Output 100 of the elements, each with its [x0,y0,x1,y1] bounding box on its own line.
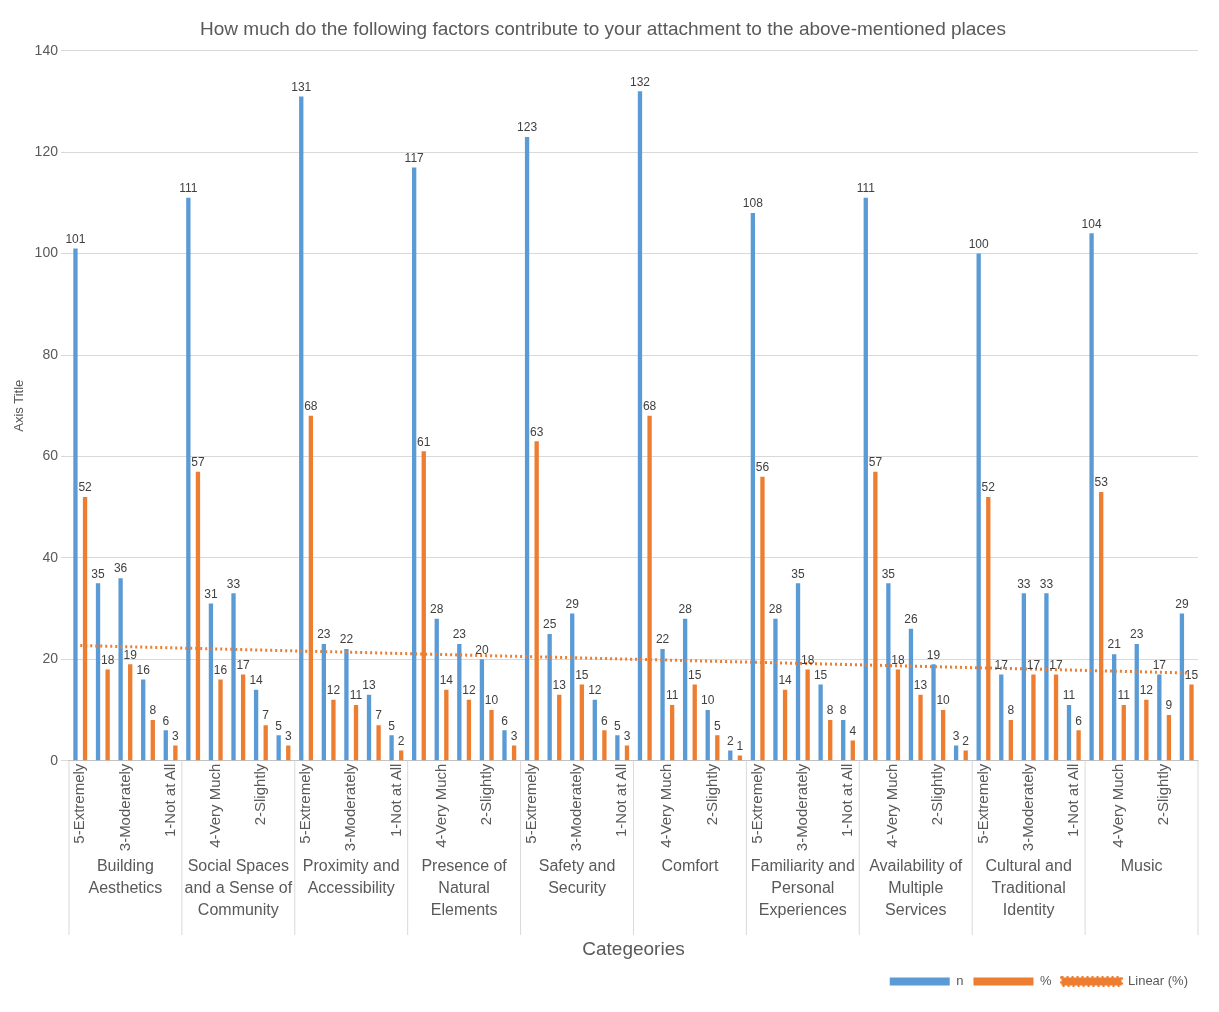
bar [953,745,959,761]
bar [931,664,936,761]
bar [624,745,630,761]
bar [570,613,575,761]
x-axis-title: Categeories [582,937,685,959]
data-label: 28 [678,602,693,616]
data-label: 29 [1175,596,1189,611]
data-label: 6 [162,713,170,728]
data-label: 10 [701,693,715,708]
bar [908,628,914,761]
bar [1008,720,1014,761]
data-label: 35 [791,566,806,581]
data-label: 12 [462,683,476,698]
data-label: 11 [349,688,363,703]
bar [773,618,778,761]
text: Proximity and Accessibility [302,857,400,897]
data-label: 8 [839,703,847,718]
data-label: 6 [601,713,609,728]
data-label: 5 [388,718,396,733]
bar [1021,593,1027,761]
data-label: 3 [172,728,180,743]
bar [457,644,462,761]
bar [895,669,901,761]
x-tick-label: 2-Slightly [702,763,720,826]
bar [434,618,439,761]
data-label: 17 [1049,657,1064,672]
x-tick-label: 3-Moderately [115,763,133,852]
legend-label: n [956,973,964,989]
bar [321,644,326,761]
data-label: 17 [1026,657,1041,672]
bar [637,91,643,761]
bar [276,735,281,761]
data-label: 23 [1130,627,1144,642]
bar [1044,593,1049,761]
bar [547,633,552,761]
bar [1076,730,1081,761]
data-label: 35 [881,566,896,581]
bar [489,709,494,761]
data-label: 7 [262,708,270,723]
data-label: 14 [778,672,793,687]
data-label: 2 [726,733,734,748]
y-tick-label: 0 [50,751,59,768]
data-label: 68 [304,399,318,414]
text: Music [1120,857,1163,875]
text: Social Spaces and a Sense of Community [184,857,293,919]
data-label: 3 [510,728,518,743]
data-label: 18 [891,652,905,667]
data-label: 11 [665,688,679,703]
bar [976,253,981,761]
x-tick-label: 4-Very Much [657,763,675,848]
bar [141,679,146,761]
bar [1053,674,1059,761]
bar [353,704,359,761]
data-label: 12 [1139,683,1154,698]
data-label: 15 [813,667,828,682]
bar [389,735,394,761]
x-tick-label: 3-Moderately [1018,763,1036,852]
data-label: 22 [655,632,670,647]
data-label: 56 [755,460,770,475]
data-label: 23 [452,627,467,642]
data-label: 13 [362,678,376,693]
bar [1189,684,1194,761]
data-label: 18 [100,652,115,667]
x-tick-label: 3-Moderately [792,763,810,852]
bar [240,674,246,761]
bar [579,684,584,761]
data-label: 57 [191,454,205,469]
bar [1134,644,1139,761]
bar [105,669,110,761]
data-label: 6 [501,713,509,728]
y-tick-label: 140 [34,41,59,58]
data-label: 111 [179,181,198,196]
bar [805,669,810,761]
data-label: 101 [65,231,86,246]
bar [999,674,1004,761]
bar [602,730,607,761]
bar [705,709,710,761]
data-label: 123 [517,120,538,135]
bar [782,689,788,761]
x-tick-label: 3-Moderately [341,763,359,852]
data-label: 8 [149,703,157,718]
bar [511,745,517,761]
data-label: 12 [588,683,602,698]
data-label: 33 [226,576,241,591]
bar [918,694,923,761]
data-label: 16 [136,662,151,677]
y-tick-label: 100 [34,244,59,261]
bar [863,197,868,761]
data-label: 15 [1184,667,1199,682]
x-tick-label: 4-Very Much [431,763,449,848]
bar [841,720,846,761]
data-label: 117 [404,150,425,165]
x-tick-label: 2-Slightly [1154,763,1172,826]
bar [231,593,236,761]
x-tick-label: 1-Not at All [160,763,178,838]
data-label: 14 [439,672,454,687]
text: Safety and Security [538,857,616,897]
bar [344,649,349,761]
bar [1121,704,1126,761]
x-tick-label: 1-Not at All [838,763,856,838]
